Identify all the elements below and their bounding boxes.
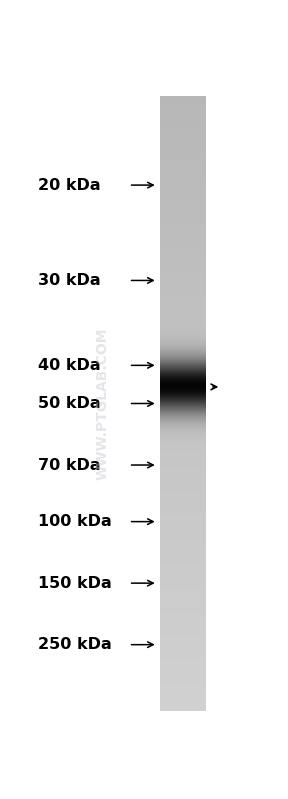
Text: 150 kDa: 150 kDa (38, 575, 112, 590)
Text: 70 kDa: 70 kDa (38, 458, 101, 472)
Text: WWW.PTGLAB.COM: WWW.PTGLAB.COM (96, 328, 110, 479)
Text: 40 kDa: 40 kDa (38, 358, 101, 373)
Text: 100 kDa: 100 kDa (38, 514, 112, 529)
Text: 250 kDa: 250 kDa (38, 637, 112, 652)
Text: 50 kDa: 50 kDa (38, 396, 101, 411)
Text: 20 kDa: 20 kDa (38, 177, 101, 193)
Text: 30 kDa: 30 kDa (38, 273, 101, 288)
